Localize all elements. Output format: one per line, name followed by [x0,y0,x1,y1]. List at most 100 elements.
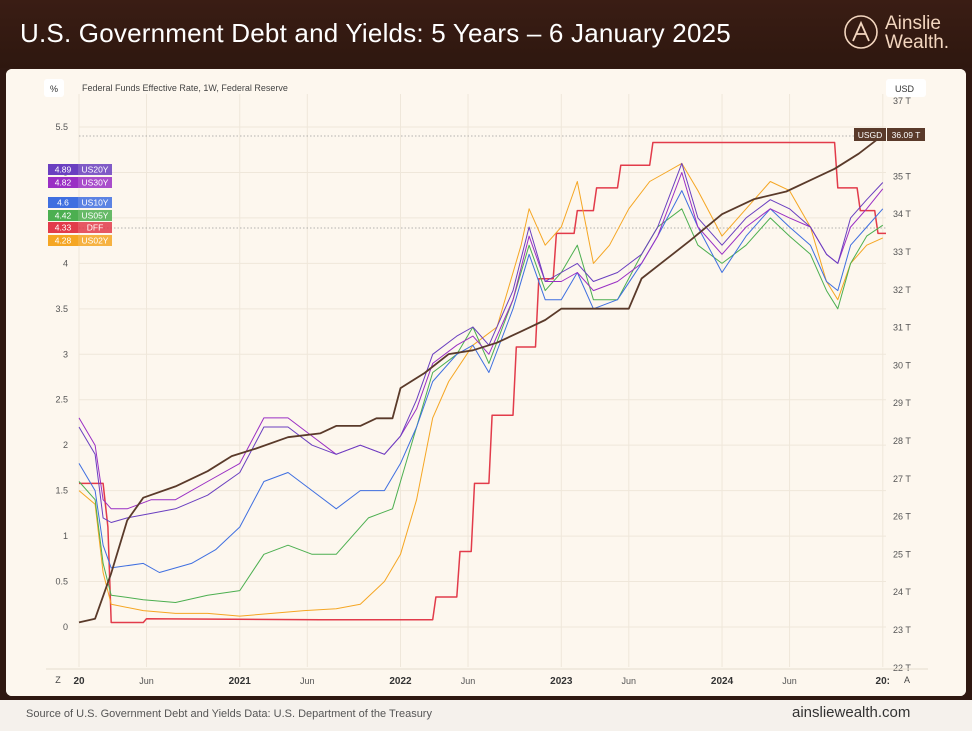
legend-name: US30Y [82,178,109,188]
y-right-tick-label: 22 T [893,663,911,673]
y-right-tick-label: 28 T [893,436,911,446]
legend-value: 4.82 [55,178,72,188]
chart-panel: 00.511.522.533.544.555.5 22 T23 T24 T25 … [6,69,966,696]
legend-value-box [48,164,78,175]
brand-name-line2: Wealth. [885,32,950,53]
header: U.S. Government Debt and Yields: 5 Years… [0,0,972,68]
x-tick-label: 2024 [711,676,734,687]
usgd-name-box [854,128,886,141]
y-left-tick-label: 5.5 [55,122,68,132]
right-axis: 22 T 23 T 24 T 25 T 26 T 27 T 28 T 29 T 30 T 31 T… [893,96,911,673]
x-tick-label: 20: [876,676,890,687]
y-right-tick-label: 27 T [893,474,911,484]
x-tick-label: 20 [73,676,85,687]
series-line-us30y [78,172,884,510]
source-note: Source of U.S. Government Debt and Yield… [26,708,432,720]
y-right-tick-label: 25 T [893,549,911,559]
y-right-tick-label: 34 T [893,209,911,219]
usgd-value-box [887,128,925,141]
legend-name: US10Y [82,198,109,208]
footer: Source of U.S. Government Debt and Yield… [0,700,972,731]
x-tick-label: Jun [622,676,637,686]
legend-name-box [78,210,112,221]
series-line-us02y [78,162,884,617]
y-left-tick-label: 0 [63,622,68,632]
chart-subtitle: Federal Funds Effective Rate, 1W, Federa… [82,83,288,93]
y-left-tick-label: 4 [63,258,68,268]
legend-value-box [48,235,78,246]
y-right-tick-label: 33 T [893,247,911,257]
x-tick-label: Jun [139,676,154,686]
y-right-tick-label: 24 T [893,587,911,597]
y-right-tick-label: 31 T [893,323,911,333]
legend-item-us02y: 4.28 US02Y [48,235,112,246]
series-line-usgd [78,134,884,624]
legend-value-box [48,210,78,221]
usgd-value: 36.09 T [892,130,921,140]
legend-value: 4.89 [55,165,72,175]
right-unit-box [886,79,926,97]
y-left-tick-label: 0.5 [55,577,68,587]
x-tick-label: 2021 [229,676,252,687]
legend-item-us05y: 4.42 US05Y [48,210,112,221]
x-tick-label: Jun [300,676,315,686]
y-left-tick-label: 2 [63,440,68,450]
legend-name-box [78,177,112,188]
y-right-tick-label: 37 T [893,96,911,106]
grid-lines [78,94,886,667]
series-line-dff [79,141,886,624]
x-tick-label: Jun [782,676,797,686]
legend-item-us30y: 4.82 US30Y [48,177,112,188]
website-link[interactable]: ainsliewealth.com [792,704,911,721]
legend-name-box [78,235,112,246]
corner-right-label: A [904,675,910,685]
usgd-name: USGD [858,130,883,140]
x-tick-label: Jun [461,676,476,686]
brand-name: Ainslie [885,13,941,34]
usgd-label: USGD 36.09 T [854,128,925,141]
legend-value: 4.42 [55,211,72,221]
y-left-tick-label: 3.5 [55,304,68,314]
legend-name-box [78,164,112,175]
legend-value-box [48,177,78,188]
legend-name-box [78,222,112,233]
legend-value-box [48,197,78,208]
y-right-tick-label: 26 T [893,512,911,522]
x-tick-label: 2022 [389,676,412,687]
y-right-tick-label: 35 T [893,171,911,181]
series-layer [78,134,886,624]
legend-name: US20Y [82,165,109,175]
legend-item-us20y: 4.89 US20Y [48,164,112,175]
legend-name: DFF [87,223,104,233]
legend-value-box [48,222,78,233]
y-right-tick-label: 32 T [893,285,911,295]
series-line-us20y [78,162,884,523]
x-axis: 20 Jun 2021 Jun 2022 Jun 2023 Jun 2024 Jun 20: [46,668,928,687]
y-right-tick-label: 23 T [893,625,911,635]
left-unit-box [44,79,64,97]
legend-value: 4.33 [55,223,72,233]
y-left-tick-label: 1.5 [55,486,68,496]
legend-item-dff: 4.33 DFF [48,222,112,233]
y-left-tick-label: 1 [63,531,68,541]
legend-value: 4.6 [57,198,69,208]
chart-background [6,69,966,696]
left-unit-label: % [50,84,58,94]
page-title: U.S. Government Debt and Yields: 5 Years… [20,18,731,48]
legend-name: US05Y [82,211,109,221]
y-left-tick-label: 2.5 [55,395,68,405]
right-unit-label: USD [895,84,915,94]
y-right-tick-label: 29 T [893,398,911,408]
y-right-tick-label: 30 T [893,360,911,370]
x-tick-label: 2023 [550,676,573,687]
y-left-tick-label: 3 [63,349,68,359]
brand-logo: Ainslie Wealth. [843,14,958,54]
chart-svg: 00.511.522.533.544.555.5 22 T23 T24 T25 … [6,69,966,696]
ainslie-logo-icon [844,15,878,49]
legend-name-box [78,197,112,208]
legend-value: 4.28 [55,236,72,246]
corner-left-label: Z [55,675,61,685]
legend-item-us10y: 4.6 US10Y [48,197,112,208]
legend: 4.89 US20Y 4.82 US30Y 4.6 US10Y 4.42 US05Y 4.33 D… [48,164,112,246]
legend-name: US02Y [82,236,109,246]
